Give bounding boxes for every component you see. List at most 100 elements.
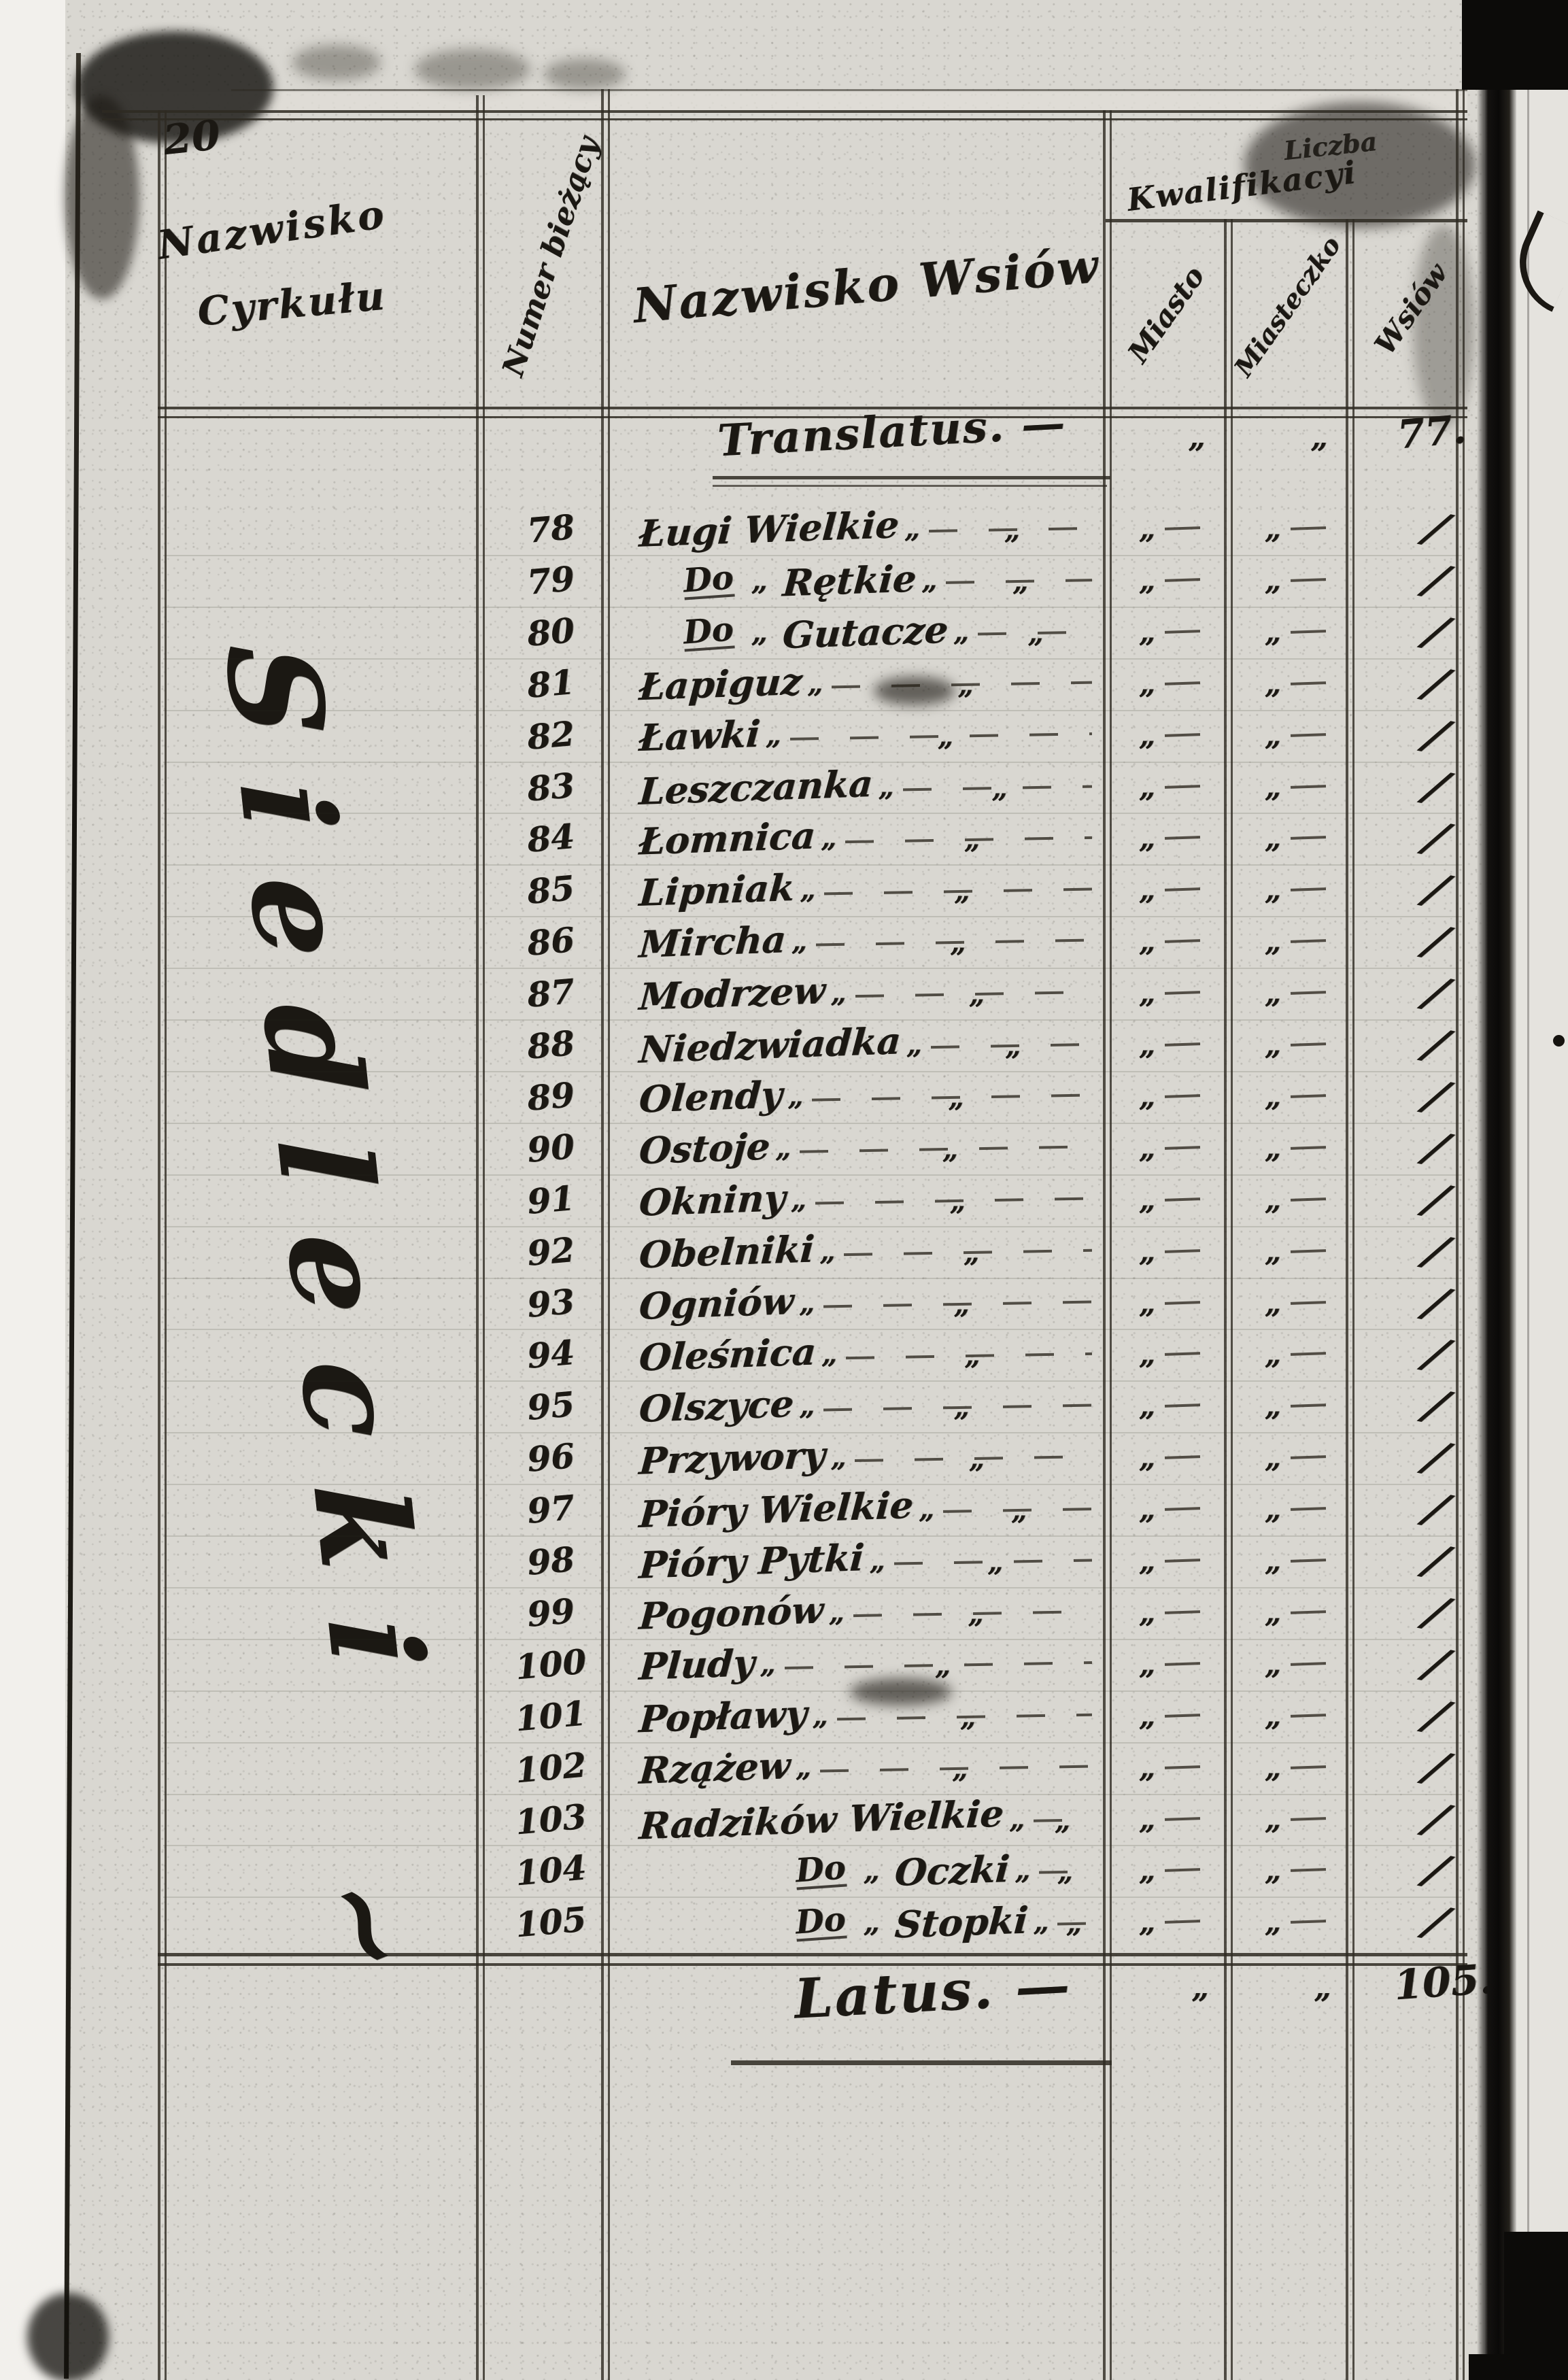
village-name: Radzików Wielkie <box>637 1791 1006 1848</box>
tally-wies: / <box>1416 1535 1456 1586</box>
table-rule <box>1106 219 1467 222</box>
ditto-quote-mark: „ <box>775 1132 791 1164</box>
dash-filler: „ „ <box>901 1019 1102 1071</box>
table-row: 95 Olszyce „ „ „ „ / <box>0 1380 1568 1432</box>
tally-miasto: „ <box>1125 1484 1214 1535</box>
village-name: Leszczanka <box>637 761 874 813</box>
carry-underline <box>713 476 1110 479</box>
table-row: 82 Ławki „ „ „ „ / <box>0 709 1568 762</box>
table-row: 92 Obelniki „ „ „ „ / <box>0 1225 1568 1278</box>
carry-tally-wies: 77. <box>1395 405 1468 458</box>
dash-filler: „ „ <box>948 607 1102 658</box>
tally-wies: / <box>1416 916 1456 967</box>
table-row: 98 Pióry Pytki „ „ „ „ / <box>0 1535 1568 1587</box>
ink-dot <box>1553 1035 1565 1047</box>
tally-wies: / <box>1416 1690 1456 1741</box>
row-number: 86 <box>525 919 577 964</box>
village-name: Ostoje <box>637 1124 772 1173</box>
row-number: 96 <box>525 1435 577 1480</box>
village-name-cell: Radzików Wielkie „ „ <box>638 1791 1102 1848</box>
tally-miasto: „ <box>1125 710 1214 762</box>
table-row: 103 Radzików Wielkie „ „ „ „ / <box>0 1791 1568 1848</box>
village-name-cell: Oleśnica „ „ <box>638 1329 1102 1380</box>
village-name: Rętkie <box>781 556 918 605</box>
tally-miasteczko: „ <box>1251 1019 1340 1071</box>
ditto-quote-mark: „ <box>954 875 970 908</box>
ditto-quote-mark: „ <box>1054 1804 1070 1837</box>
ditto-quote-mark: „ <box>1066 1907 1082 1940</box>
village-name: Ławki <box>637 711 762 760</box>
tally-miasto: „ <box>1125 916 1214 968</box>
ditto-quote-mark: „ <box>959 1701 976 1733</box>
tally-miasteczko: „ <box>1251 916 1340 968</box>
scan-corner-dark <box>1462 0 1568 90</box>
table-row: 93 Ogniów „ „ „ „ / <box>0 1277 1568 1329</box>
ditto-quote-mark: „ <box>863 1905 880 1939</box>
book-binding-shadow <box>1477 0 1516 2380</box>
ditto-quote-mark: „ <box>1015 1854 1031 1887</box>
village-name-cell: Mircha „ „ <box>638 916 1102 968</box>
column-divider <box>1103 110 1112 2380</box>
ditto-quote-mark: „ <box>1009 1803 1025 1835</box>
dash-filler: „ „ <box>755 1639 1102 1690</box>
tally-miasteczko: „ <box>1251 1380 1340 1432</box>
row-number: 78 <box>525 507 577 551</box>
ditto-quote-mark: „ <box>948 1081 964 1114</box>
village-name: Popławy <box>637 1691 808 1741</box>
dash-filler: „ „ <box>760 710 1102 762</box>
row-number: 87 <box>525 971 577 1016</box>
table-row: 94 Oleśnica „ „ „ „ / <box>0 1329 1568 1380</box>
tally-miasto: „ <box>1125 1690 1214 1742</box>
tally-miasto: „ <box>1125 762 1214 813</box>
row-number: 92 <box>525 1229 577 1274</box>
table-row: 85 Lipniak „ „ „ „ / <box>0 864 1568 916</box>
tally-miasto: „ <box>1125 607 1214 658</box>
table-row: 91 Okniny „ „ „ „ / <box>0 1174 1568 1226</box>
tally-wies: / <box>1416 1845 1456 1897</box>
village-name-cell: Do „ Oczki „ „ <box>794 1845 1102 1897</box>
village-name-cell: Ostoje „ „ <box>637 1123 1102 1174</box>
village-name-cell: Pióry Wielkie „ „ <box>638 1483 1102 1536</box>
dash-filler: „ „ <box>794 1278 1102 1329</box>
dash-filler: „ „ <box>825 1432 1102 1484</box>
table-rule <box>102 118 1467 120</box>
ditto-quote-mark: „ <box>953 1391 970 1424</box>
row-number: 81 <box>525 661 577 706</box>
tally-wies: / <box>1416 1432 1456 1483</box>
ditto-quote-mark: „ <box>968 979 985 1011</box>
dash-filler: „ „ <box>770 1123 1102 1174</box>
ditto-quote-mark: „ <box>937 720 953 753</box>
village-name-cell: Ogniów „ „ <box>638 1278 1102 1329</box>
ink-blotch <box>65 95 139 299</box>
row-number: 99 <box>525 1590 577 1635</box>
column-divider <box>1346 219 1354 2380</box>
ditto-quote-mark: „ <box>863 1854 880 1888</box>
table-row: 87 Modrzew „ „ „ „ / <box>0 968 1568 1019</box>
tally-wies: / <box>1416 1174 1456 1225</box>
table-row: 88 Niedzwiadka „ „ „ „ / <box>0 1019 1568 1072</box>
row-number: 105 <box>513 1899 588 1945</box>
table-row: 83 Leszczanka „ „ „ „ / <box>0 761 1568 813</box>
tally-miasto: „ <box>1125 1226 1214 1278</box>
ditto-quote-mark: „ <box>949 1185 966 1217</box>
smudge-mark <box>415 49 530 90</box>
dash-filler: „ „ <box>815 813 1102 864</box>
tally-wies: / <box>1416 1380 1456 1432</box>
row-number: 85 <box>525 868 577 913</box>
tally-wies: / <box>1416 1123 1456 1174</box>
dash-filler: „ „ <box>873 762 1102 813</box>
ditto-prefix: Do <box>794 1900 847 1942</box>
ditto-quote-mark: „ <box>964 823 980 856</box>
tally-miasto: „ <box>1125 503 1214 555</box>
tally-miasto: „ <box>1125 555 1214 607</box>
village-name-cell: Pióry Pytki „ „ <box>638 1535 1102 1587</box>
village-list: 78 Ługi Wielkie „ „ „ „/79 Do „ Rętkie „ „ „ „/80 Do „… <box>0 503 1568 1953</box>
ditto-quote-mark: „ <box>830 977 847 1010</box>
tally-wies: / <box>1416 1639 1456 1690</box>
row-number: 88 <box>525 1023 577 1067</box>
village-name: Niedzwiadka <box>637 1019 902 1072</box>
tally-miasto: „ <box>1125 1535 1214 1587</box>
tally-miasteczko: „ <box>1251 1897 1340 1948</box>
tally-wies: / <box>1416 709 1456 761</box>
ditto-prefix: Do <box>681 610 735 652</box>
